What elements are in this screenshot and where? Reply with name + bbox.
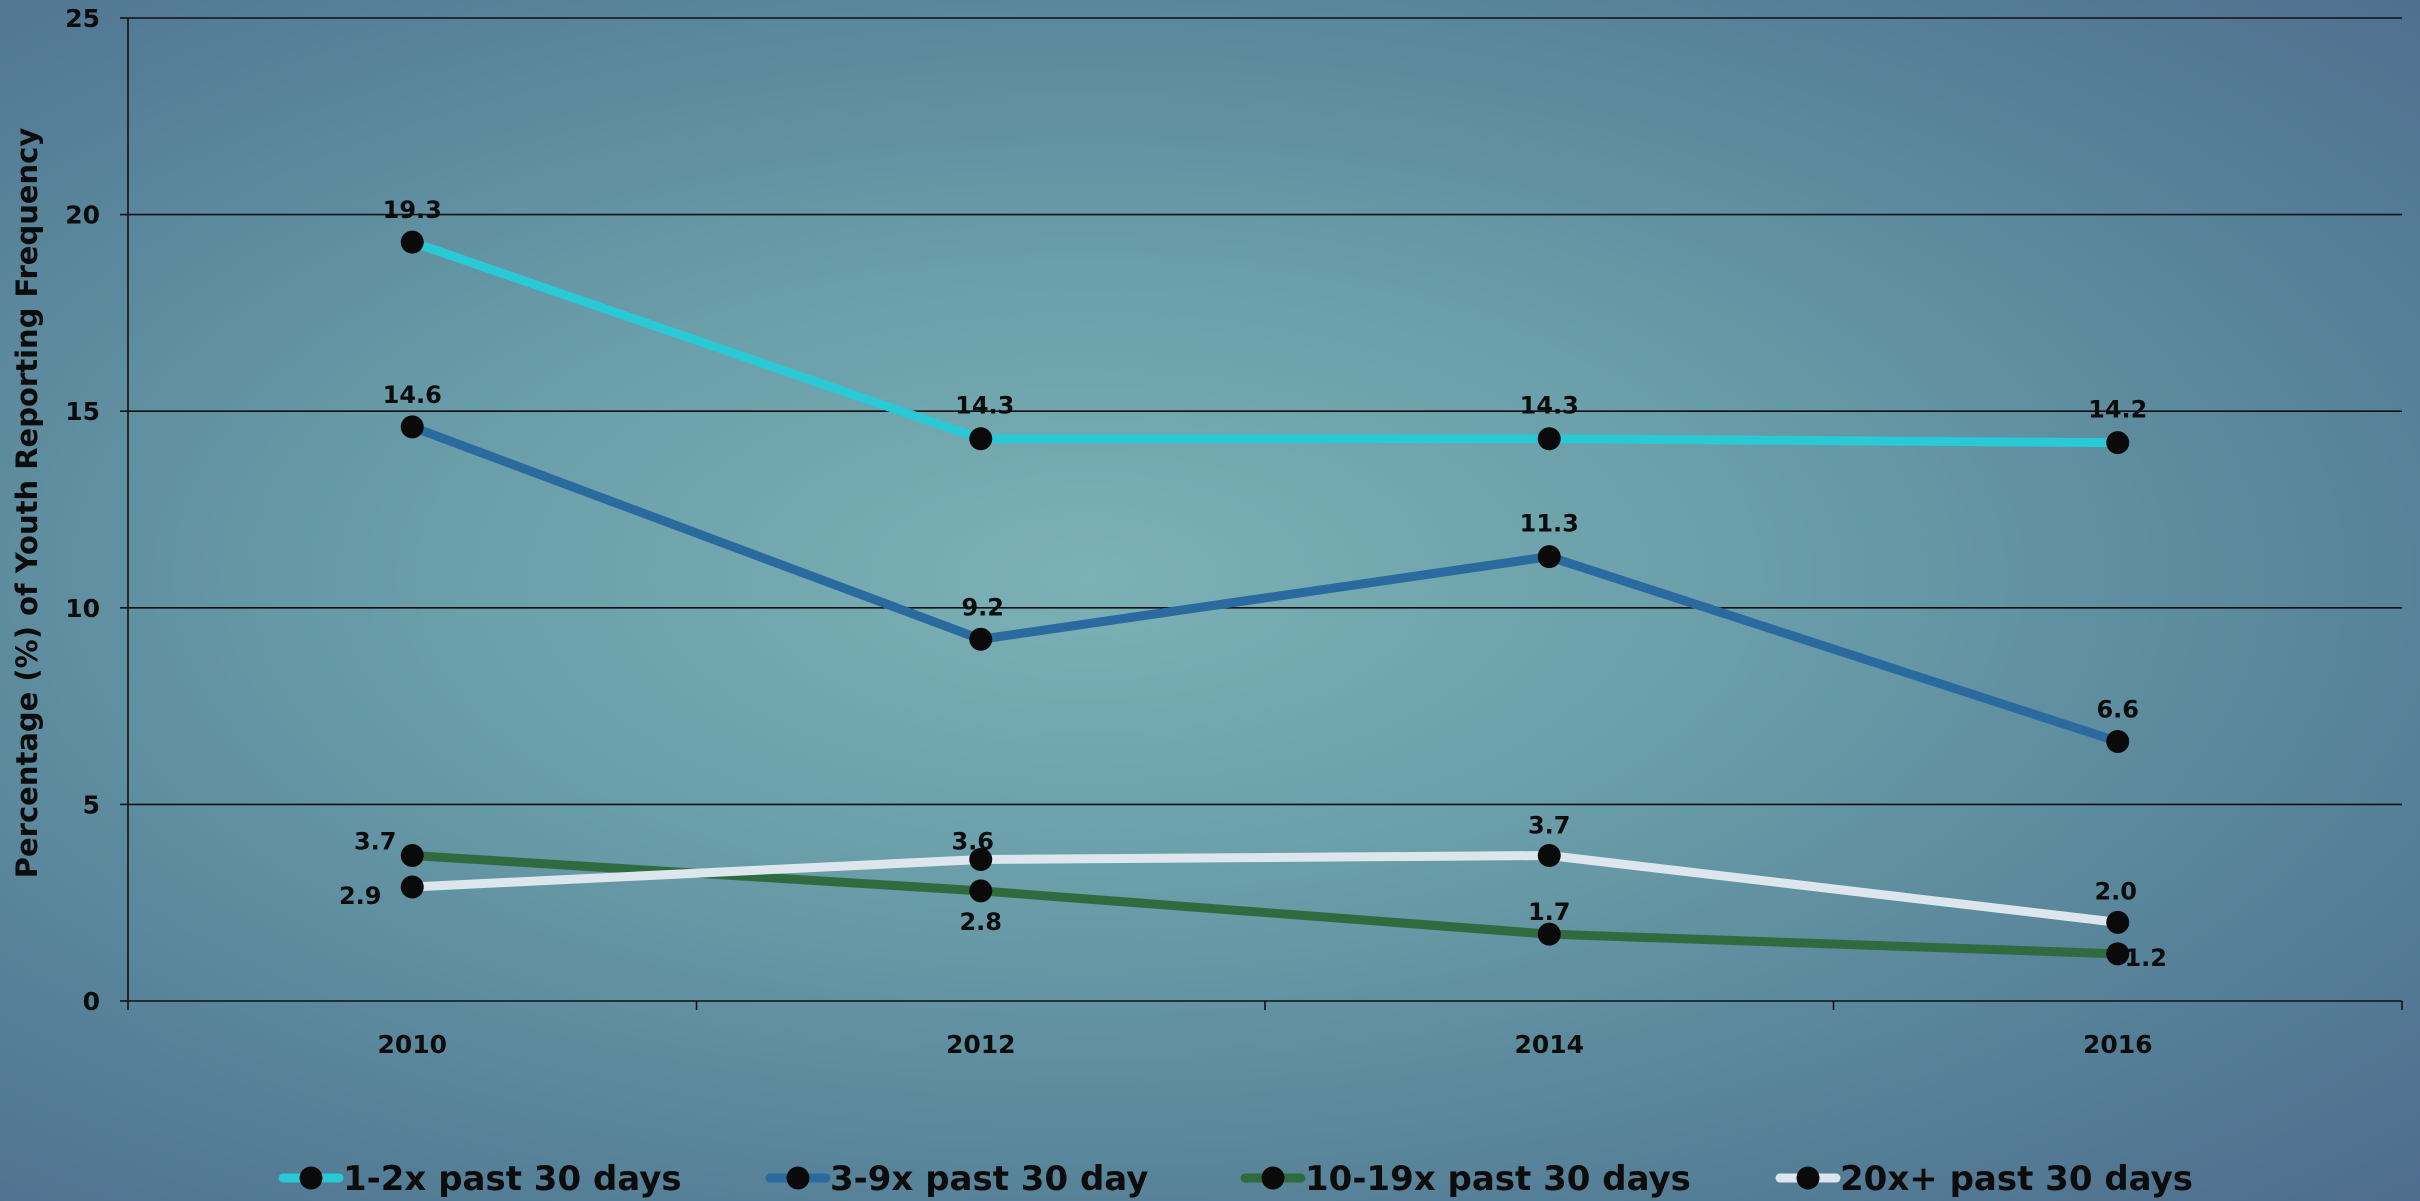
data-label: 3.6 [951,827,994,855]
data-point [1537,922,1561,946]
data-point [400,230,424,254]
data-label: 2.8 [959,908,1002,936]
data-label: 2.0 [2094,877,2137,905]
legend-item: 3-9x past 30 day [765,1159,1148,1199]
legend-swatch-marker [1796,1166,1820,1190]
data-label: 6.6 [2096,695,2139,723]
legend-label: 3-9x past 30 day [830,1159,1148,1199]
series-lines [400,230,2130,966]
series-line [407,237,2123,448]
data-point [400,844,424,868]
legend-swatch-marker [1261,1166,1285,1190]
data-point [1537,545,1561,569]
legend-item: 20x+ past 30 days [1775,1159,2193,1199]
data-label: 1.2 [2124,944,2167,972]
y-tick-label: 20 [65,201,100,230]
data-label: 14.2 [2088,396,2147,424]
data-point [969,627,993,651]
data-label: 3.7 [1528,812,1571,840]
y-axis-title: Percentage (%) of Youth Reporting Freque… [10,128,44,879]
legend-item: 1-2x past 30 days [278,1159,682,1199]
legend: 1-2x past 30 days 3-9x past 30 day 10-19x … [278,1159,2193,1199]
data-point [2106,431,2130,455]
x-tick-label: 2014 [1514,1030,1584,1059]
data-point [1537,427,1561,451]
y-tick-label: 15 [65,397,100,426]
series-line [407,851,2123,927]
data-label: 14.3 [955,392,1014,420]
data-point [2106,729,2130,753]
data-label: 3.7 [354,828,397,856]
data-point [969,879,993,903]
data-point [969,847,993,871]
data-point [400,875,424,899]
legend-swatch-marker [299,1166,323,1190]
data-label: 14.6 [383,381,442,409]
data-label: 11.3 [1520,510,1579,538]
data-point [969,427,993,451]
data-point [2106,910,2130,934]
legend-item: 10-19x past 30 days [1240,1159,1691,1199]
data-point [2106,942,2130,966]
legend-label: 10-19x past 30 days [1305,1159,1691,1199]
y-tick-label: 5 [83,790,100,819]
data-label: 9.2 [961,593,1004,621]
legend-swatch-marker [786,1166,810,1190]
axes: 0 5 10 15 20 25 2010 2012 2014 2016 [65,4,2403,1059]
data-label: 19.3 [383,196,442,224]
data-point [400,415,424,439]
y-tick-label: 0 [83,987,100,1016]
data-label: 1.7 [1528,898,1571,926]
series-line [407,422,2123,746]
y-tick-label: 25 [65,4,100,33]
x-tick-label: 2016 [2083,1030,2153,1059]
x-tick-label: 2012 [946,1030,1016,1059]
gridlines [128,17,2402,806]
x-tick-label: 2010 [377,1030,447,1059]
data-point [1537,844,1561,868]
y-tick-label: 10 [65,594,100,623]
data-label: 14.3 [1520,392,1579,420]
data-label: 2.9 [339,882,382,910]
legend-label: 20x+ past 30 days [1840,1159,2193,1199]
legend-label: 1-2x past 30 days [343,1159,682,1199]
data-labels: 19.3 14.3 14.3 14.2 14.6 9.2 11.3 6.6 3.7 2.8 1.7 1… [339,196,2167,972]
